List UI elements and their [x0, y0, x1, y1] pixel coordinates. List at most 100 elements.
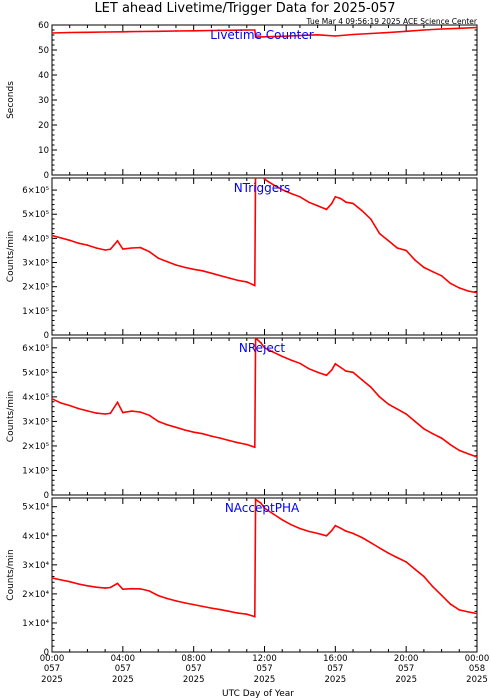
data-point	[77, 242, 80, 244]
data-point	[192, 30, 195, 32]
data-point	[352, 33, 354, 36]
data-point	[201, 270, 204, 272]
data-point	[449, 282, 452, 285]
data-point	[423, 575, 425, 578]
data-point	[387, 240, 390, 242]
data-point	[370, 32, 372, 35]
data-point	[68, 580, 71, 583]
data-point	[370, 218, 372, 220]
data-point	[263, 507, 266, 510]
data-point	[139, 411, 142, 413]
data-point	[272, 351, 275, 354]
data-point	[122, 588, 124, 590]
data-point	[405, 561, 408, 563]
data-point	[263, 178, 266, 180]
y-tick-label: 60	[38, 21, 49, 31]
data-point	[157, 30, 160, 33]
data-point	[246, 613, 248, 615]
data-point	[228, 439, 230, 442]
data-point	[299, 196, 301, 198]
data-point	[449, 603, 452, 605]
x-tick-label-time: 00:00	[40, 654, 65, 664]
data-point	[308, 530, 310, 533]
data-point	[378, 547, 381, 549]
data-point	[405, 30, 408, 33]
panel-3: 0 1×10⁵ 2×10⁵ 3×10⁵ 4×10⁵ 5×10⁵ 6×10⁵ Counts/mi…	[6, 337, 478, 501]
data-point	[228, 277, 230, 279]
data-point	[352, 371, 354, 374]
data-point	[414, 420, 416, 423]
data-point	[423, 428, 425, 430]
data-point	[60, 237, 62, 239]
data-point	[109, 248, 112, 251]
x-tick-label-doy: 057	[186, 664, 202, 674]
data-point	[184, 266, 186, 269]
data-point	[122, 411, 124, 414]
data-point	[387, 552, 390, 554]
data-point	[254, 29, 256, 31]
data-point	[130, 587, 133, 590]
data-point	[440, 594, 443, 597]
data-point	[308, 367, 310, 370]
x-tick-label-year: 2025	[254, 675, 276, 685]
data-point	[219, 608, 221, 611]
y-axis-label: Counts/min	[6, 549, 16, 600]
data-point	[246, 443, 248, 446]
data-point	[237, 441, 239, 444]
data-point	[423, 29, 425, 31]
data-point	[334, 363, 337, 365]
panel-label: NTriggers	[234, 181, 291, 195]
y-tick-label: 4×10⁴	[22, 532, 49, 542]
data-point	[246, 281, 248, 283]
data-point	[476, 456, 477, 458]
data-point	[201, 432, 204, 435]
data-point	[192, 603, 195, 606]
x-tick-label-year: 2025	[41, 675, 63, 685]
x-tick-label-time: 16:00	[323, 654, 348, 664]
data-point	[166, 260, 168, 263]
data-point	[254, 338, 257, 339]
data-point	[184, 602, 186, 604]
data-point	[272, 184, 275, 186]
chart-title: LET ahead Livetime/Trigger Data for 2025…	[94, 1, 395, 16]
data-point	[361, 536, 363, 539]
data-point	[345, 201, 347, 203]
data-point	[254, 446, 256, 449]
x-tick-label-time: 08:00	[181, 654, 206, 664]
data-point	[334, 524, 337, 527]
data-point	[95, 247, 98, 249]
data-point	[52, 577, 53, 579]
series-line	[52, 338, 477, 458]
panel-4: 0 1×10⁴ 2×10⁴ 3×10⁴ 4×10⁴ 5×10⁴ Counts/min NAcc…	[6, 497, 478, 658]
y-tick-label: 3×10⁵	[22, 417, 49, 427]
data-point	[122, 248, 124, 250]
data-point	[281, 35, 284, 38]
data-point	[290, 192, 292, 195]
data-point	[331, 202, 333, 205]
data-point	[458, 27, 461, 30]
y-tick-label: 1×10⁴	[22, 619, 49, 629]
data-point	[272, 513, 275, 515]
x-tick-label-doy: 057	[44, 664, 60, 674]
data-point	[148, 590, 151, 592]
data-point	[331, 369, 333, 371]
x-tick-label-time: 00:00	[465, 654, 490, 664]
data-point	[109, 412, 112, 415]
x-tick-label-year: 2025	[112, 675, 134, 685]
data-point	[263, 36, 266, 38]
data-point	[281, 188, 284, 191]
y-tick-label: 0	[44, 171, 49, 181]
y-tick-label: 4×10⁵	[22, 393, 49, 403]
data-point	[254, 284, 256, 287]
y-tick-label: 6×10⁵	[22, 186, 49, 196]
data-point	[339, 527, 342, 529]
data-point	[440, 28, 443, 30]
data-point	[449, 443, 452, 446]
x-tick-label-doy: 057	[256, 664, 272, 674]
data-point	[476, 26, 477, 29]
data-point	[219, 274, 221, 277]
plot-frame	[51, 497, 478, 653]
y-tick-label: 0	[44, 648, 49, 658]
series-line	[52, 498, 477, 618]
